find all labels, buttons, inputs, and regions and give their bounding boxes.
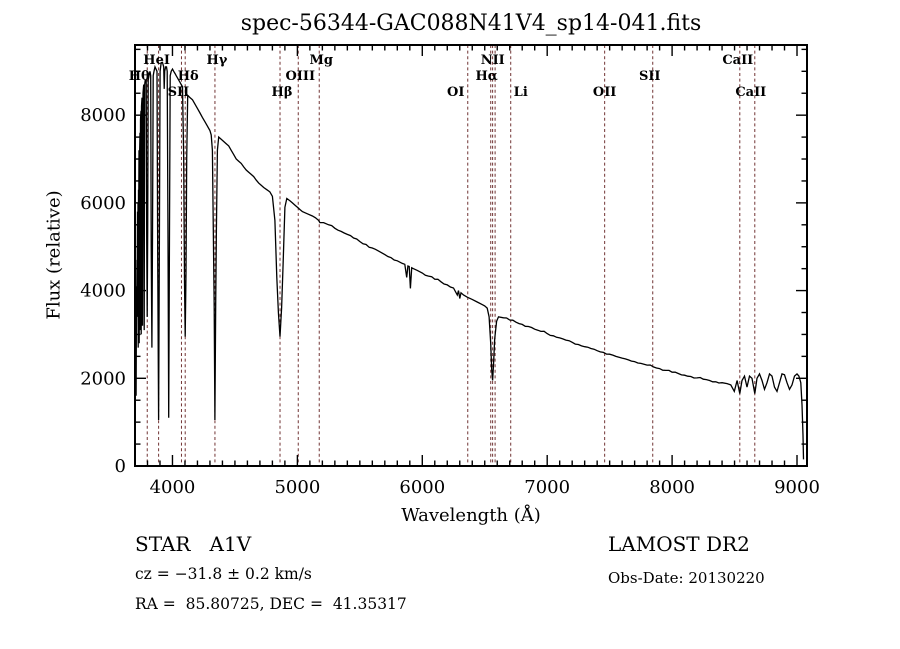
spectral-line-label-HeI: HeI	[143, 53, 170, 68]
spectral-line-label-OII: OII	[593, 85, 617, 100]
spectrum-trace	[134, 61, 805, 464]
object-class-text: STAR A1V	[135, 532, 252, 556]
spectral-line-label-Hβ: Hβ	[272, 85, 293, 100]
spectral-line-label-CaII: CaII	[735, 85, 766, 100]
radial-velocity-text: cz = −31.8 ± 0.2 km/s	[135, 565, 312, 583]
x-tick-label: 4000	[150, 477, 196, 498]
spectral-line-label-Hα: Hα	[475, 69, 497, 84]
y-axis-title: Flux (relative)	[43, 190, 65, 320]
x-tick-label: 7000	[524, 477, 570, 498]
spectral-line-label-OIII: OIII	[285, 69, 315, 84]
y-tick-label: 2000	[80, 368, 126, 389]
spectral-line-label-Mg: Mg	[309, 53, 332, 68]
x-tick-label: 9000	[774, 477, 820, 498]
y-tick-label: 0	[115, 456, 126, 477]
spectral-line-label-NII: NII	[481, 53, 505, 68]
obs-date-text: Obs-Date: 20130220	[608, 569, 765, 587]
plot-frame	[134, 44, 808, 467]
y-tick-label: 6000	[80, 193, 126, 214]
y-tick-label: 4000	[80, 281, 126, 302]
survey-name-text: LAMOST DR2	[608, 532, 750, 556]
spectral-line-label-CaII: CaII	[722, 53, 753, 68]
x-tick-label: 8000	[649, 477, 695, 498]
x-tick-label: 6000	[399, 477, 445, 498]
spectral-line-label-Hδ: Hδ	[178, 69, 199, 84]
y-tick-label: 8000	[80, 105, 126, 126]
spectral-line-label-Hθ: Hθ	[129, 69, 150, 84]
spectral-line-label-SII: SII	[168, 85, 190, 100]
x-tick-label: 5000	[274, 477, 320, 498]
x-axis-title: Wavelength (Å)	[401, 505, 541, 526]
spectral-line-label-OI: OI	[447, 85, 464, 100]
spectral-line-label-Li: Li	[514, 85, 528, 100]
spectral-line-label-Hγ: Hγ	[207, 53, 228, 68]
ra-dec-text: RA = 85.80725, DEC = 41.35317	[135, 595, 407, 613]
plot-title: spec-56344-GAC088N41V4_sp14-041.fits	[240, 11, 702, 36]
spectral-line-label-SII: SII	[639, 69, 661, 84]
